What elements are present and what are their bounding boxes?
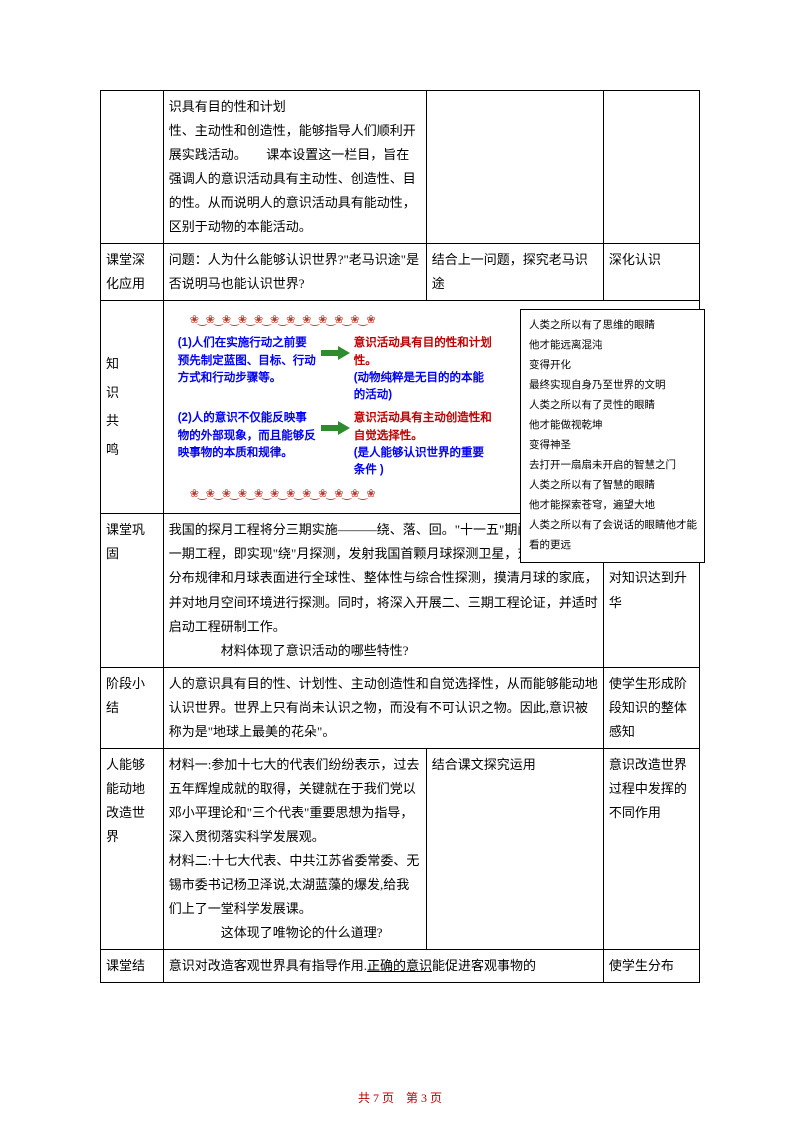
- cell-label: 人能够能动地改造世界: [101, 748, 164, 949]
- cell-content: 使学生形成阶段知识的整体感知: [603, 667, 699, 748]
- lesson-plan-table: 识具有目的性和计划 性、主动性和创造性，能够指导人们顺利开展实践活动。 课本设置…: [100, 90, 700, 983]
- diagram-conclusion: 意识活动具有主动创造性和自觉选择性。 (是人能够认识世界的重要条件 ): [354, 410, 494, 479]
- cell-label: 课堂结: [101, 950, 164, 983]
- cell-content: 意识改造世界过程中发挥的不同作用: [603, 748, 699, 949]
- cell-content: 结合课文探究运用: [426, 748, 603, 949]
- table-row: 阶段小结 人的意识具有目的性、计划性、主动创造性和自觉选择性，从而能够能动地认识…: [101, 667, 700, 748]
- arrow-icon: [318, 335, 354, 359]
- cell-content: 人的意识具有目的性、计划性、主动创造性和自觉选择性，从而能够能动地认识世界。世界…: [163, 667, 603, 748]
- cell-content: 使学生分布: [603, 950, 699, 983]
- cell-empty: [426, 91, 603, 244]
- table-row: 人能够能动地改造世界 材料一:参加十七大的代表们纷纷表示，过去五年辉煌成就的取得…: [101, 748, 700, 949]
- question-text: 这体现了唯物论的什么道理?: [169, 921, 421, 945]
- diagram-premise: (2)人的意识不仅能反映事物的外部现象，而且能够反映事物的本质和规律。: [178, 410, 318, 462]
- text-red: 意识活动具有主动创造性和自觉选择性。: [354, 412, 492, 441]
- cell-label: 阶段小结: [101, 667, 164, 748]
- text: 材料一:参加十七大的代表们纷纷表示，过去五年辉煌成就的取得，关键就在于我们党以邓…: [169, 757, 420, 844]
- table-row: 课堂深化应用 问题：人为什么能够认识世界?"老马识途"是否说明马也能认识世界? …: [101, 244, 700, 301]
- text: 知 识 共 鸣: [106, 356, 119, 457]
- cell-content: 意识对改造客观世界具有指导作用.正确的意识能促进客观事物的: [163, 950, 603, 983]
- cell-label: 课堂深化应用: [101, 244, 164, 301]
- cell-content: 问题：人为什么能够认识世界?"老马识途"是否说明马也能认识世界?: [163, 244, 426, 301]
- text-red: 意识活动具有目的性和计划性。: [354, 337, 492, 366]
- text: 识具有目的性和计划 性、主动性和创造性，能够指导人们顺利开展实践活动。 课本设置…: [169, 99, 416, 234]
- arrow-icon: [318, 410, 354, 434]
- underlined-text: 正确的意识: [367, 958, 432, 973]
- cell-label: 课堂巩固: [101, 514, 164, 667]
- cell-label: 知 识 共 鸣: [101, 301, 164, 514]
- diagram-conclusion: 意识活动具有目的性和计划性。 (动物纯粹是无目的的本能的活动): [354, 335, 494, 404]
- text: 材料二:十七大代表、中共江苏省委常委、无锡市委书记杨卫泽说,太湖蓝藻的爆发,给我…: [169, 853, 420, 916]
- cell-content: 识具有目的性和计划 性、主动性和创造性，能够指导人们顺利开展实践活动。 课本设置…: [163, 91, 426, 244]
- flower-icon: ❀‿❀‿❀‿❀‿❀‿❀‿❀‿❀‿❀‿❀‿❀‿❀: [190, 310, 470, 330]
- diagram-premise: (1)人们在实施行动之前要预先制定蓝图、目标、行动方式和行动步骤等。: [178, 335, 318, 387]
- cell-content: 材料一:参加十七大的代表们纷纷表示，过去五年辉煌成就的取得，关键就在于我们党以邓…: [163, 748, 426, 949]
- text: 能促进客观事物的: [432, 958, 536, 973]
- poem-panel: 人类之所以有了思维的眼睛 他才能远离混沌 变得开化 最终实现自身乃至世界的文明 …: [520, 309, 705, 562]
- table-row-diagram: 知 识 共 鸣 ❀‿❀‿❀‿❀‿❀‿❀‿❀‿❀‿❀‿❀‿❀‿❀ (1)人们在实施…: [101, 301, 700, 514]
- text-blue: (是人能够认识世界的重要条件 ): [354, 447, 484, 476]
- cell-content: 深化认识: [603, 244, 699, 301]
- poem-text: 人类之所以有了思维的眼睛 他才能远离混沌 变得开化 最终实现自身乃至世界的文明 …: [529, 320, 697, 550]
- flower-icon: ❀‿❀‿❀‿❀‿❀‿❀‿❀‿❀‿❀‿❀‿❀‿❀: [190, 484, 470, 504]
- cell-empty: [101, 91, 164, 244]
- text-blue: (动物纯粹是无目的的本能的活动): [354, 372, 484, 401]
- page-footer: 共 7 页 第 3 页: [0, 1089, 800, 1106]
- cell-content: 结合上一问题，探究老马识途: [426, 244, 603, 301]
- table-row: 识具有目的性和计划 性、主动性和创造性，能够指导人们顺利开展实践活动。 课本设置…: [101, 91, 700, 244]
- question-text: 材料体现了意识活动的哪些特性?: [169, 639, 598, 663]
- decorative-border-bottom: ❀‿❀‿❀‿❀‿❀‿❀‿❀‿❀‿❀‿❀‿❀‿❀: [190, 487, 470, 501]
- text: 意识对改造客观世界具有指导作用.: [169, 958, 367, 973]
- decorative-border-top: ❀‿❀‿❀‿❀‿❀‿❀‿❀‿❀‿❀‿❀‿❀‿❀: [190, 313, 470, 327]
- cell-empty: [603, 91, 699, 244]
- table-row: 课堂结 意识对改造客观世界具有指导作用.正确的意识能促进客观事物的 使学生分布: [101, 950, 700, 983]
- diagram-cell: ❀‿❀‿❀‿❀‿❀‿❀‿❀‿❀‿❀‿❀‿❀‿❀ (1)人们在实施行动之前要预先制…: [163, 301, 699, 514]
